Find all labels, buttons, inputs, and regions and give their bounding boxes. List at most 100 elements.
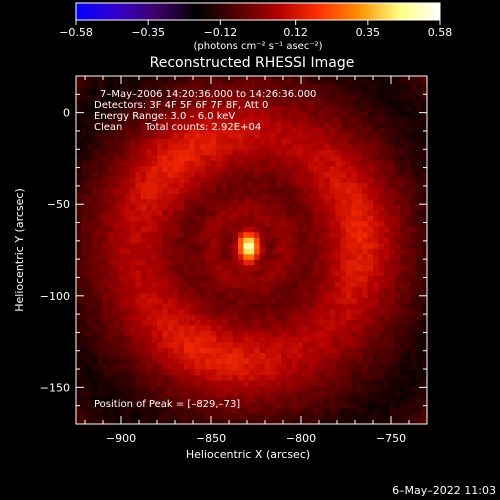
heatmap-cell — [373, 76, 379, 79]
heatmap-cell — [135, 281, 142, 288]
heatmap-cell — [248, 369, 255, 376]
heatmap-cell — [216, 220, 223, 227]
heatmap-cell — [302, 259, 309, 266]
heatmap-cell — [238, 407, 244, 414]
heatmap-cell — [335, 94, 342, 101]
heatmap-cell — [421, 363, 427, 370]
heatmap-cell — [76, 121, 82, 128]
heatmap-cell — [216, 325, 223, 332]
heatmap-cell — [383, 176, 390, 183]
heatmap-cell — [292, 237, 298, 244]
heatmap-cell — [302, 76, 309, 79]
heatmap-cell — [97, 330, 104, 337]
heatmap-cell — [270, 127, 277, 134]
heatmap-cell — [335, 226, 342, 233]
heatmap-cell — [178, 402, 185, 409]
heatmap-cell — [140, 253, 147, 260]
heatmap-cell — [313, 116, 320, 123]
heatmap-cell — [227, 297, 234, 304]
heatmap-cell — [76, 127, 82, 134]
heatmap-cell — [216, 226, 223, 233]
heatmap-cell — [297, 204, 304, 211]
heatmap-cell — [76, 286, 82, 293]
heatmap-cell — [356, 143, 363, 150]
heatmap-cell — [173, 385, 180, 392]
heatmap-cell — [308, 171, 315, 178]
heatmap-cell — [81, 303, 88, 310]
heatmap-cell — [324, 253, 331, 260]
heatmap-cell — [297, 303, 304, 310]
heatmap-cell — [119, 149, 126, 156]
heatmap-cell — [221, 374, 228, 381]
heatmap-cell — [270, 121, 277, 128]
heatmap-cell — [151, 187, 158, 194]
heatmap-cell — [86, 127, 93, 134]
heatmap-cell — [308, 226, 315, 233]
heatmap-cell — [394, 176, 401, 183]
heatmap-cell — [308, 77, 315, 84]
heatmap-cell — [167, 132, 174, 139]
heatmap-cell — [243, 297, 250, 304]
heatmap-cell — [281, 325, 288, 332]
heatmap-cell — [259, 380, 266, 387]
heatmap-cell — [410, 341, 417, 348]
heatmap-cell — [367, 347, 374, 354]
heatmap-cell — [308, 352, 315, 359]
heatmap-cell — [86, 193, 93, 200]
heatmap-cell — [319, 248, 325, 255]
heatmap-cell — [302, 270, 309, 277]
heatmap-cell — [259, 99, 266, 106]
heatmap-cell — [189, 198, 196, 205]
heatmap-cell — [340, 215, 347, 222]
heatmap-cell — [86, 209, 93, 216]
heatmap-cell — [254, 341, 261, 348]
heatmap-cell — [167, 138, 174, 145]
heatmap-cell — [178, 143, 185, 150]
heatmap-cell — [421, 413, 427, 420]
time-range-annotation: 7–May–2006 14:20:36.000 to 14:26:36.000 — [100, 89, 316, 100]
heatmap-cell — [389, 154, 396, 161]
heatmap-cell — [205, 413, 212, 420]
heatmap-cell — [97, 286, 104, 293]
heatmap-cell — [124, 303, 131, 310]
heatmap-cell — [184, 407, 190, 414]
heatmap-cell — [157, 418, 163, 424]
heatmap-cell — [211, 286, 217, 293]
heatmap-cell — [243, 231, 250, 238]
heatmap-cell — [367, 127, 374, 134]
heatmap-cell — [194, 314, 201, 321]
heatmap-cell — [146, 193, 153, 200]
heatmap-cell — [421, 352, 427, 359]
heatmap-cell — [254, 275, 261, 282]
heatmap-cell — [378, 160, 385, 167]
heatmap-cell — [297, 127, 304, 134]
heatmap-cell — [275, 160, 282, 167]
heatmap-cell — [92, 264, 99, 271]
heatmap-cell — [400, 182, 406, 189]
heatmap-cell — [157, 138, 163, 145]
heatmap-cell — [211, 226, 217, 233]
heatmap-cell — [238, 77, 244, 84]
heatmap-cell — [243, 253, 250, 260]
heatmap-cell — [151, 209, 158, 216]
heatmap-cell — [356, 396, 363, 403]
heatmap-cell — [232, 220, 239, 227]
heatmap-cell — [205, 143, 212, 150]
heatmap-cell — [184, 99, 190, 106]
heatmap-cell — [324, 336, 331, 343]
heatmap-cell — [319, 143, 325, 150]
heatmap-cell — [259, 220, 266, 227]
heatmap-cell — [340, 182, 347, 189]
heatmap-cell — [270, 215, 277, 222]
heatmap-cell — [329, 154, 336, 161]
heatmap-cell — [151, 286, 158, 293]
heatmap-cell — [140, 303, 147, 310]
heatmap-cell — [270, 253, 277, 260]
heatmap-cell — [362, 330, 369, 337]
heatmap-cell — [205, 160, 212, 167]
heatmap-cell — [205, 77, 212, 84]
heatmap-cell — [400, 319, 406, 326]
heatmap-cell — [189, 325, 196, 332]
y-axis-label: Heliocentric Y (arcsec) — [13, 188, 26, 312]
heatmap-cell — [227, 209, 234, 216]
